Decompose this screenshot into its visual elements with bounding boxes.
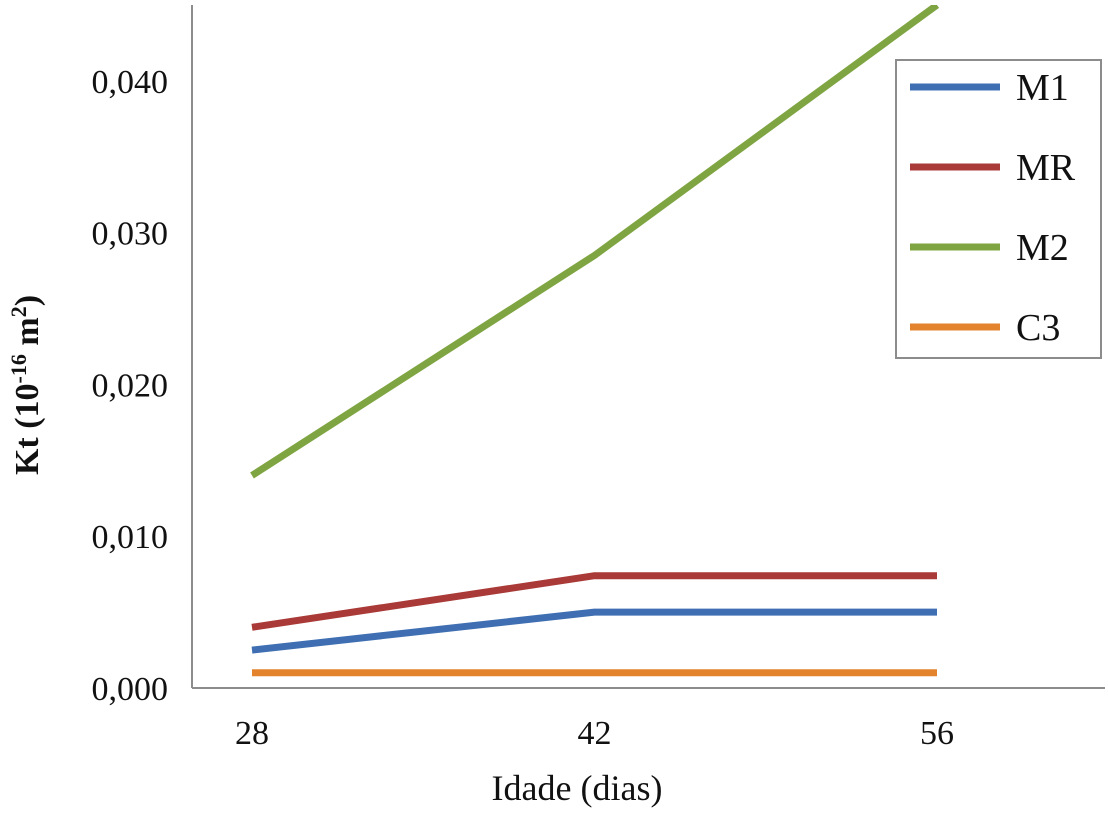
series-line-mr — [251, 572, 937, 631]
y-axis-title: Kt (10-16 m2) — [6, 295, 47, 475]
series-line-m2 — [250, 5, 940, 479]
legend-label-mr: MR — [1016, 147, 1076, 189]
x-tick-label: 28 — [235, 715, 269, 752]
x-axis-title: Idade (dias) — [492, 768, 663, 808]
legend-label-m1: M1 — [1016, 67, 1069, 109]
y-tick-label: 0,000 — [92, 671, 169, 708]
legend-label-c3: C3 — [1016, 307, 1060, 349]
legend-label-m2: M2 — [1016, 227, 1069, 269]
axes: 0,000 0,010 0,020 0,030 0,040 28 42 56 Idade (di… — [6, 5, 1105, 808]
y-tick-label: 0,040 — [92, 64, 169, 101]
series-lines — [250, 5, 940, 677]
y-tick-label: 0,030 — [92, 216, 169, 253]
legend: M1 MR M2 C3 — [895, 59, 1102, 359]
y-tick-label: 0,010 — [92, 519, 169, 556]
legend-box — [895, 59, 1102, 359]
x-tick-label: 56 — [920, 715, 954, 752]
y-tick-label: 0,020 — [92, 367, 169, 404]
series-line-m1 — [251, 608, 937, 654]
x-tick-label: 42 — [578, 715, 612, 752]
